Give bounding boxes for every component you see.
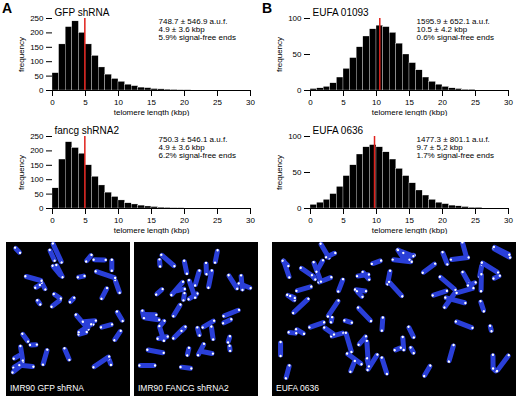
svg-text:10: 10 [372, 216, 381, 225]
svg-text:750.3 ± 546.1 a.u.f.4.9 ± 3.6: 750.3 ± 546.1 a.u.f.4.9 ± 3.6 kbp6.2% si… [159, 135, 236, 160]
svg-text:EUFA 01093: EUFA 01093 [313, 7, 370, 18]
svg-text:50: 50 [293, 50, 302, 59]
svg-text:5: 5 [341, 98, 346, 107]
svg-text:0: 0 [50, 216, 55, 225]
html-text:B: B [262, 0, 273, 16]
svg-text:250: 250 [30, 132, 44, 141]
svg-text:50: 50 [293, 168, 302, 177]
svg-text:0: 0 [308, 98, 313, 107]
svg-text:15: 15 [405, 98, 414, 107]
svg-text:20: 20 [438, 98, 447, 107]
svg-text:frequency: frequency [17, 37, 26, 72]
svg-text:250: 250 [30, 14, 44, 23]
svg-text:frequency: frequency [17, 155, 26, 190]
svg-text:30: 30 [246, 98, 255, 107]
svg-text:50: 50 [35, 190, 44, 199]
svg-text:30: 30 [504, 216, 513, 225]
svg-text:30: 30 [504, 98, 513, 107]
svg-text:IMR90 FANCG shRNA2: IMR90 FANCG shRNA2 [138, 383, 229, 393]
svg-text:10: 10 [372, 98, 381, 107]
svg-text:200: 200 [30, 146, 44, 155]
svg-text:25: 25 [471, 98, 480, 107]
svg-text:20: 20 [180, 216, 189, 225]
svg-text:0: 0 [39, 204, 44, 213]
svg-text:0: 0 [297, 86, 302, 95]
svg-text:100: 100 [30, 57, 44, 66]
svg-text:25: 25 [213, 98, 222, 107]
svg-text:25: 25 [213, 216, 222, 225]
svg-text:25: 25 [471, 216, 480, 225]
svg-text:0: 0 [297, 204, 302, 213]
svg-text:EUFA 0636: EUFA 0636 [313, 125, 364, 136]
svg-text:1595.9 ± 652.1 a.u.f.10.5 ± 4.: 1595.9 ± 652.1 a.u.f.10.5 ± 4.2 kbp0.6% … [417, 17, 494, 42]
svg-text:100: 100 [30, 175, 44, 184]
svg-text:0: 0 [39, 86, 44, 95]
svg-text:150: 150 [30, 161, 44, 170]
svg-text:1477.3 ± 801.1 a.u.f.9.7 ± 5,2: 1477.3 ± 801.1 a.u.f.9.7 ± 5,2 kbp1.7% s… [417, 135, 494, 160]
html-text:A: A [2, 0, 13, 16]
svg-text:0: 0 [50, 98, 55, 107]
svg-text:telomere length (kbp): telomere length (kbp) [114, 108, 190, 117]
svg-text:100: 100 [288, 14, 302, 23]
svg-text:15: 15 [147, 216, 156, 225]
svg-text:150: 150 [30, 43, 44, 52]
svg-text:frequency: frequency [275, 155, 284, 190]
svg-text:telomere length (kbp): telomere length (kbp) [372, 226, 448, 235]
svg-text:200: 200 [30, 28, 44, 37]
svg-text:15: 15 [405, 216, 414, 225]
svg-text:5: 5 [341, 216, 346, 225]
svg-text:GFP shRNA: GFP shRNA [55, 7, 110, 18]
svg-text:30: 30 [246, 216, 255, 225]
svg-text:IMR90 GFP shRNA: IMR90 GFP shRNA [10, 383, 84, 393]
svg-text:10: 10 [114, 98, 123, 107]
svg-text:frequency: frequency [275, 37, 284, 72]
svg-text:fancg shRNA2: fancg shRNA2 [55, 125, 120, 136]
svg-text:telomere length (kbp): telomere length (kbp) [372, 108, 448, 117]
svg-text:748.7 ± 546.9 a.u.f.4.9 ± 3.6: 748.7 ± 546.9 a.u.f.4.9 ± 3.6 kbp5.9% si… [159, 17, 236, 42]
svg-text:100: 100 [288, 132, 302, 141]
svg-text:5: 5 [83, 98, 88, 107]
svg-text:5: 5 [83, 216, 88, 225]
svg-text:telomere length (kbp): telomere length (kbp) [114, 226, 190, 235]
svg-text:0: 0 [308, 216, 313, 225]
svg-text:20: 20 [438, 216, 447, 225]
svg-text:50: 50 [35, 72, 44, 81]
svg-text:10: 10 [114, 216, 123, 225]
svg-text:20: 20 [180, 98, 189, 107]
svg-text:15: 15 [147, 98, 156, 107]
svg-text:EUFA 0636: EUFA 0636 [276, 383, 319, 393]
